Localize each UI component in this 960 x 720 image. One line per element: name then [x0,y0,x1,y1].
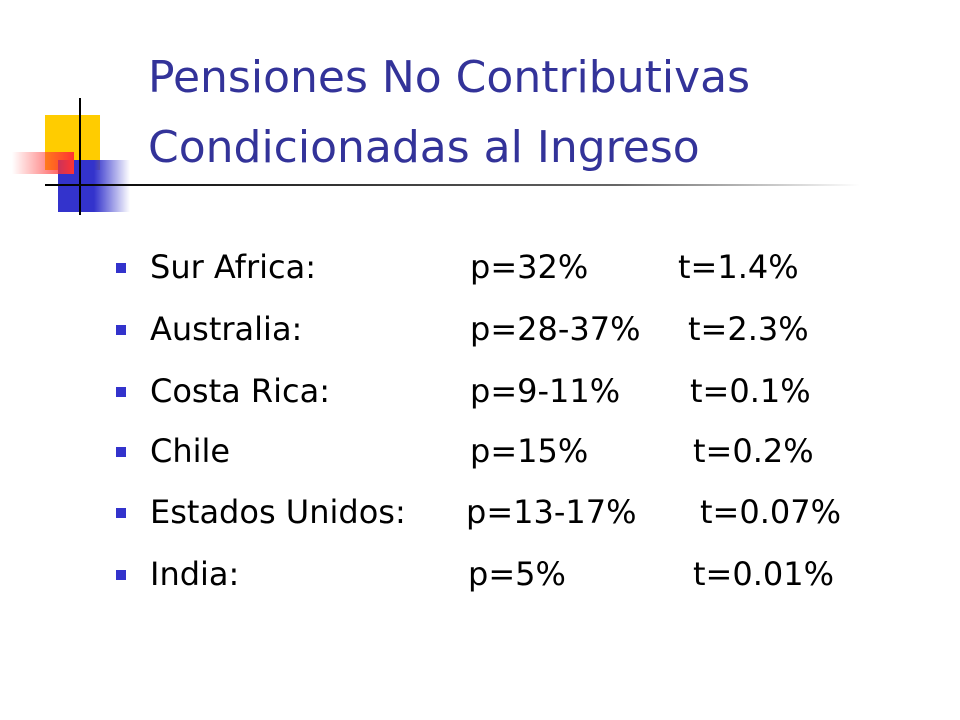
country: India: [150,555,240,593]
bullet [116,447,126,457]
t-value: t=0.07% [700,493,842,531]
p-value: p=13-17% [466,493,637,531]
title-line: Condicionadas al Ingreso [148,122,700,173]
t-value: t=0.1% [690,372,811,410]
bullet [116,508,126,518]
red-bar [12,152,74,174]
country: Australia: [150,310,303,348]
bullet [116,570,126,580]
p-value: p=5% [468,555,566,593]
t-value: t=1.4% [678,248,799,286]
horizontal-line [45,184,860,186]
bullet [116,387,126,397]
country: Sur Africa: [150,248,316,286]
t-value: t=0.2% [693,432,814,470]
title-line: Pensiones No Contributivas [148,52,750,103]
bullet [116,263,126,273]
decoration [12,98,860,215]
country: Costa Rica: [150,372,331,410]
p-value: p=28-37% [470,310,641,348]
country: Estados Unidos: [150,493,406,531]
p-value: p=15% [470,432,589,470]
p-value: p=32% [470,248,589,286]
t-value: t=0.01% [693,555,835,593]
bullet [116,325,126,335]
p-value: p=9-11% [470,372,621,410]
country: Chile [150,432,231,470]
t-value: t=2.3% [688,310,809,348]
